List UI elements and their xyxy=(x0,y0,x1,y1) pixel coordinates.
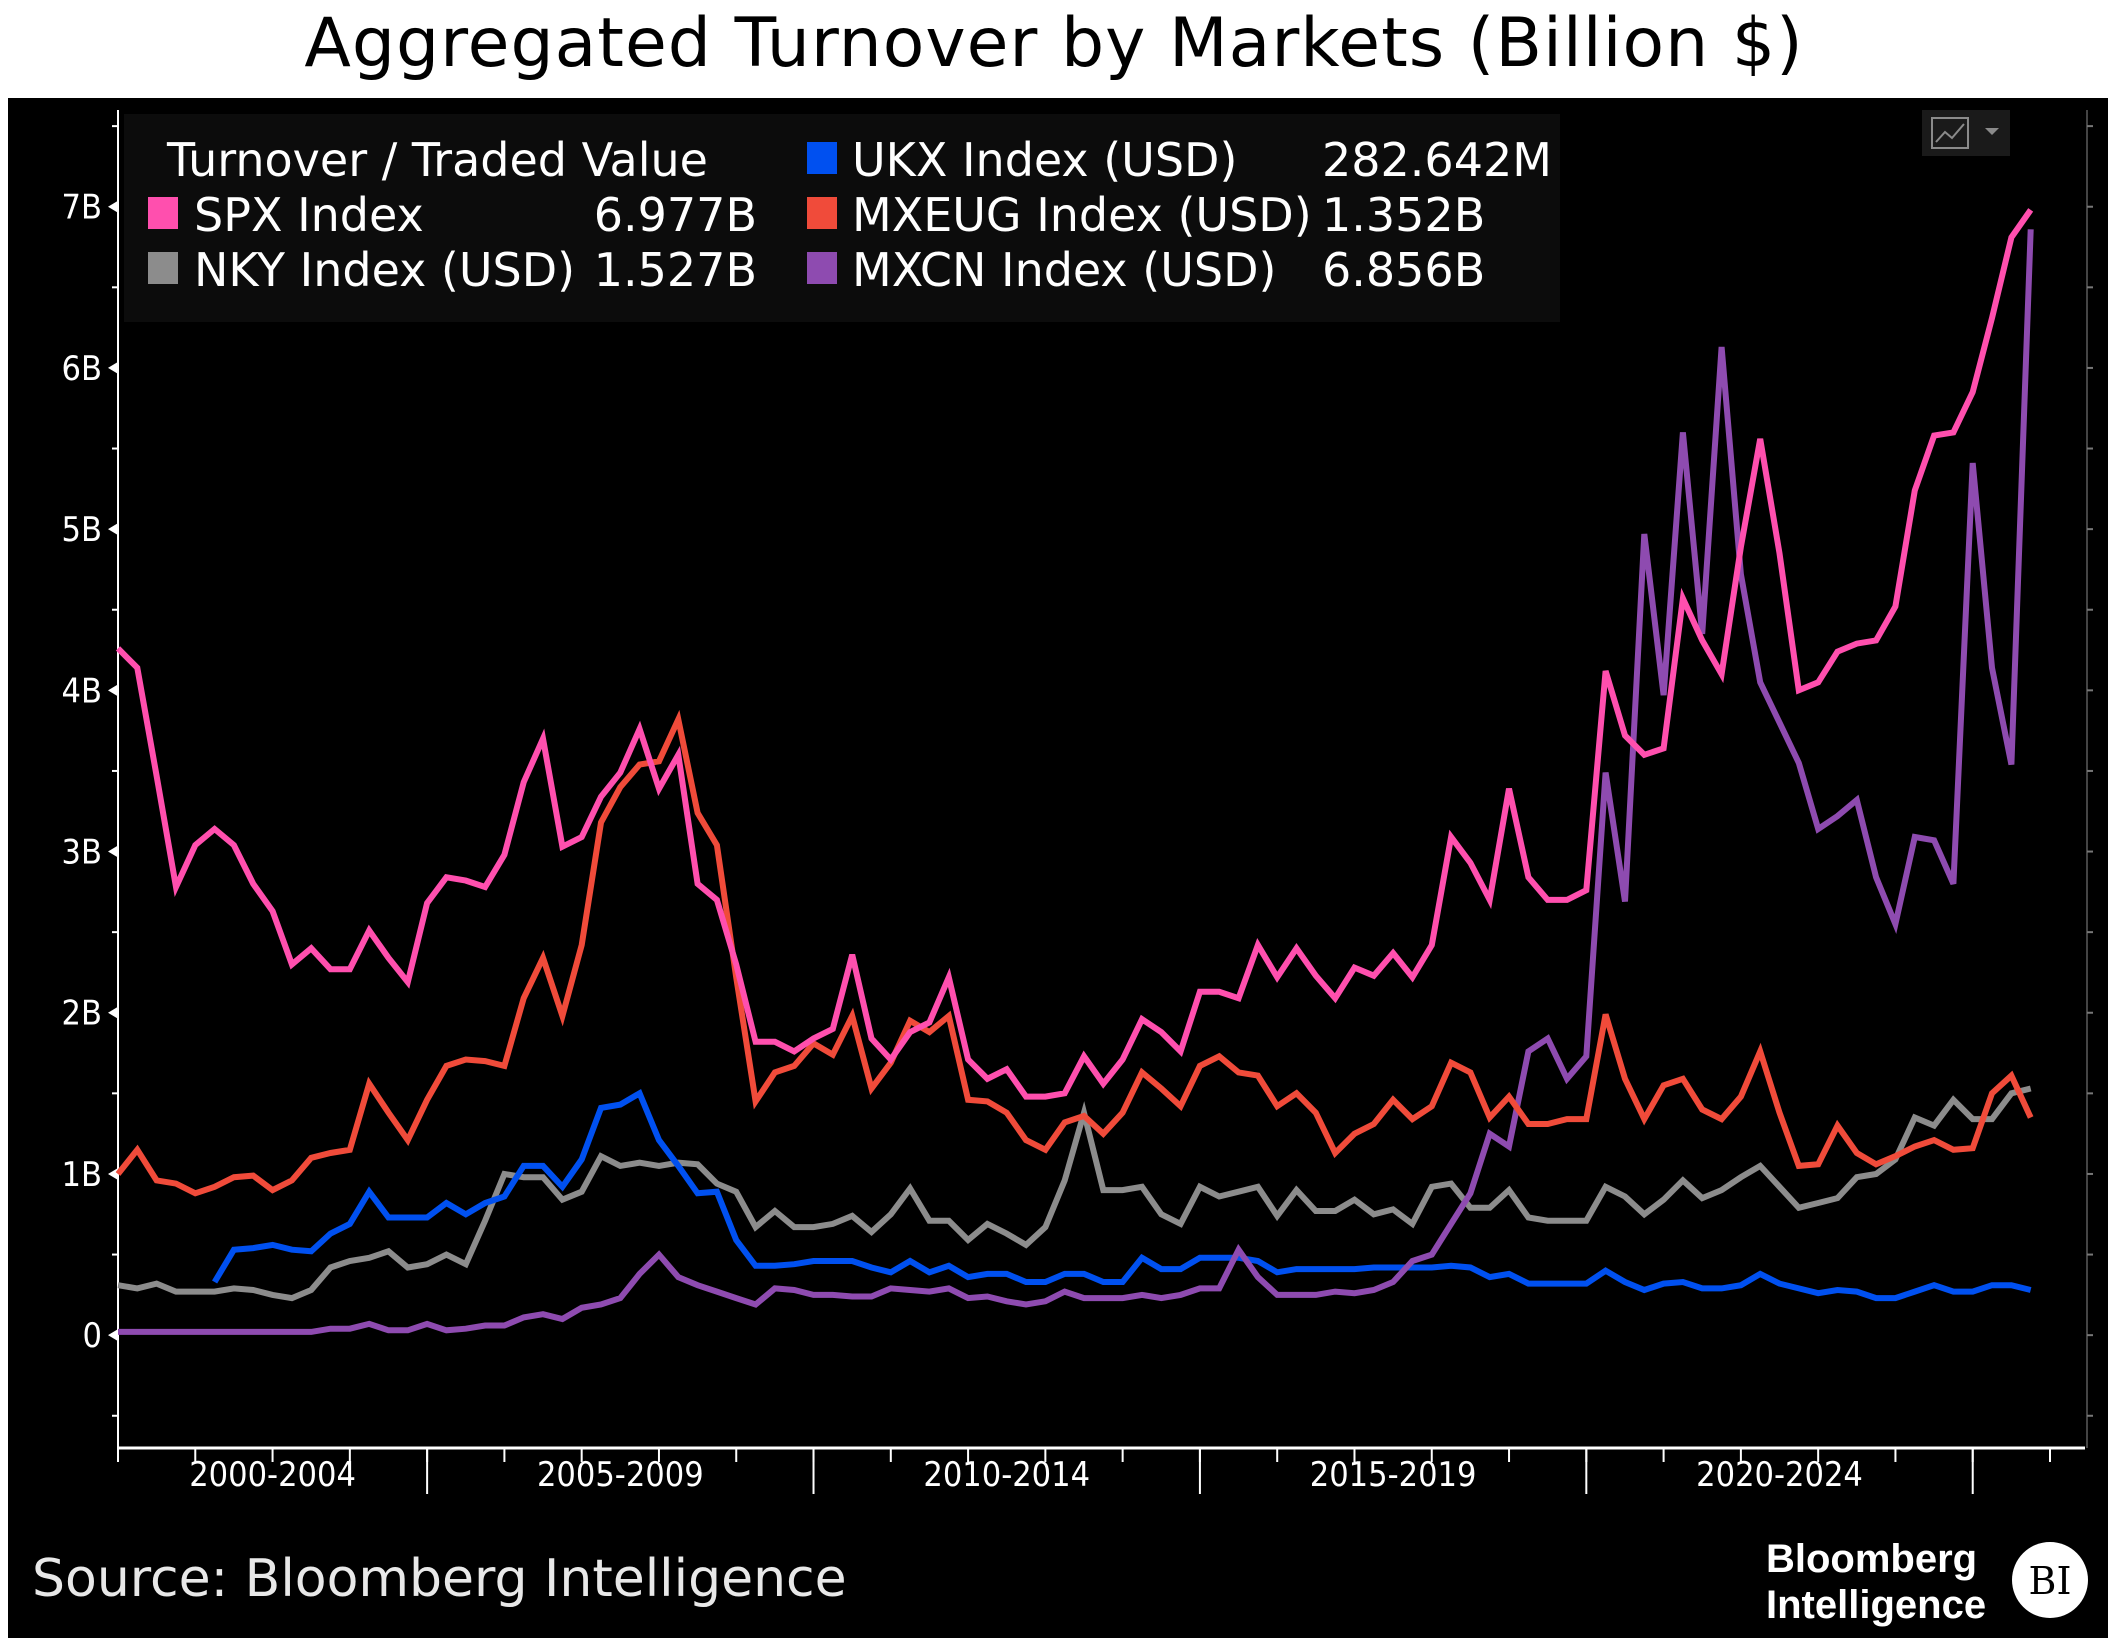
legend-value-mxeug: 1.352B xyxy=(1322,188,1485,242)
legend-swatch-mxcn xyxy=(807,252,837,284)
logo-line2: Intelligence xyxy=(1766,1583,1986,1627)
y-tick-mark xyxy=(108,1167,118,1180)
legend-label-mxeug[interactable]: MXEUG Index (USD) xyxy=(852,188,1312,242)
y-tick-label: 3B xyxy=(62,833,102,873)
legend-background xyxy=(124,114,1560,322)
y-tick-mark xyxy=(108,523,118,536)
legend-value-nky: 1.527B xyxy=(594,243,757,297)
y-tick-label: 4B xyxy=(62,671,102,711)
y-tick-mark xyxy=(108,1329,118,1342)
legend-value-spx: 6.977B xyxy=(594,188,757,242)
series-line-spx xyxy=(115,208,2034,1100)
series-line-mxcn xyxy=(118,229,2034,1335)
x-tick-label: 2020-2024 xyxy=(1696,1455,1863,1495)
legend-label-spx[interactable]: SPX Index xyxy=(194,188,424,242)
legend-value-mxcn: 6.856B xyxy=(1322,243,1485,297)
bloomberg-intelligence-logo: Bloomberg Intelligence BI xyxy=(1766,1537,2088,1627)
line-chart-icon xyxy=(1931,117,1969,149)
y-tick-label: 5B xyxy=(62,510,102,550)
legend-swatch-nky xyxy=(148,252,178,284)
y-tick-label: 0 xyxy=(83,1316,102,1356)
source-note: Source: Bloomberg Intelligence xyxy=(32,1549,847,1609)
x-tick-label: 2015-2019 xyxy=(1310,1455,1477,1495)
y-tick-label: 6B xyxy=(62,349,102,389)
logo-badge-text: BI xyxy=(2029,1559,2072,1603)
chart-panel xyxy=(8,98,2108,1638)
axes: 0 1B 2B 3B 4B 5B 6B 7B 2000-2004 2005-2009 2010-20… xyxy=(62,110,2093,1495)
series-line-mxeug xyxy=(115,709,2034,1197)
legend-header: Turnover / Traded Value xyxy=(166,133,708,187)
caret-down-icon xyxy=(1985,128,1999,135)
legend-value-ukx: 282.642M xyxy=(1322,133,1552,187)
chart-type-button[interactable] xyxy=(1922,110,2010,156)
y-tick-mark xyxy=(108,845,118,858)
series-lines xyxy=(115,208,2034,1335)
legend: Turnover / Traded Value SPX Index 6.977B… xyxy=(124,114,1560,322)
legend-label-mxcn[interactable]: MXCN Index (USD) xyxy=(852,243,1276,297)
series-line-ukx xyxy=(212,1088,2032,1302)
y-tick-label: 7B xyxy=(62,188,102,228)
logo-badge xyxy=(2012,1542,2088,1618)
x-tick-label: 2005-2009 xyxy=(537,1455,704,1495)
series-line-nky xyxy=(117,1085,2032,1302)
y-tick-mark xyxy=(108,200,118,213)
y-tick-label: 2B xyxy=(62,994,102,1034)
y-tick-label: 1B xyxy=(62,1155,102,1195)
y-tick-mark xyxy=(108,684,118,697)
x-tick-label: 2010-2014 xyxy=(923,1455,1090,1495)
y-tick-mark xyxy=(108,361,118,374)
legend-swatch-spx xyxy=(148,197,178,229)
y-tick-mark xyxy=(108,1006,118,1019)
chart-title: Aggregated Turnover by Markets (Billion … xyxy=(304,4,1804,83)
x-tick-label: 2000-2004 xyxy=(189,1455,356,1495)
logo-line1: Bloomberg xyxy=(1766,1537,1977,1581)
legend-label-ukx[interactable]: UKX Index (USD) xyxy=(852,133,1237,187)
legend-swatch-ukx xyxy=(807,142,837,174)
legend-swatch-mxeug xyxy=(807,197,837,229)
legend-label-nky[interactable]: NKY Index (USD) xyxy=(194,243,575,297)
